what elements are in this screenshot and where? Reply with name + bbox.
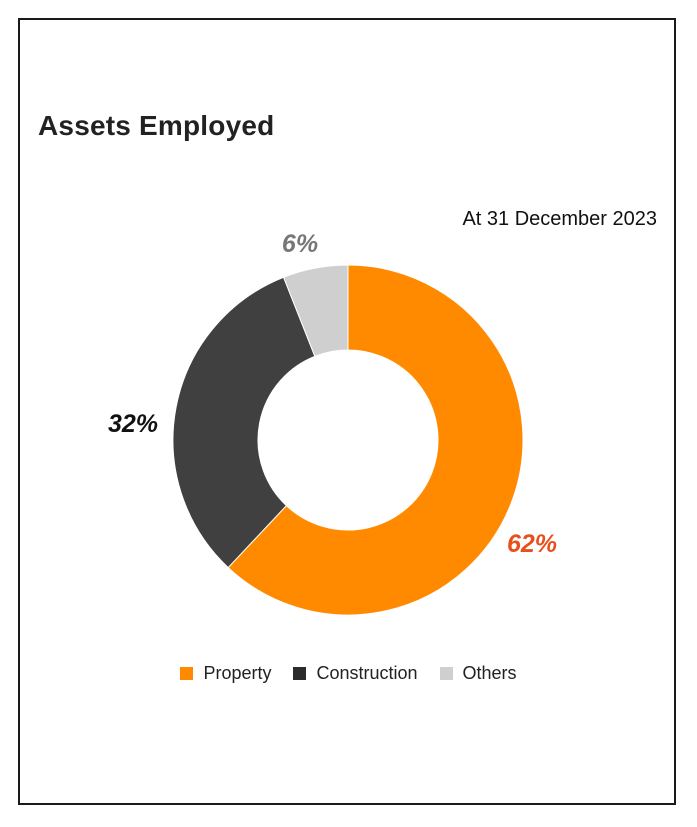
legend-swatch-others: [439, 667, 453, 680]
legend-label-others: Others: [462, 663, 517, 683]
chart-frame: [18, 18, 676, 805]
chart-title: Assets Employed: [38, 110, 275, 141]
legend-label-construction: Construction: [316, 663, 418, 683]
slice-property: [227, 264, 524, 616]
legend-swatch-property: [180, 667, 194, 680]
data-label-property: 62%: [507, 530, 557, 558]
slice-others: [282, 264, 349, 357]
data-label-others: 6%: [282, 230, 318, 258]
legend-item-construction: Construction: [293, 663, 418, 684]
legend-item-property: Property: [180, 663, 271, 684]
legend-label-property: Property: [203, 663, 272, 683]
legend: Property Construction Others: [0, 663, 697, 684]
chart-subtitle: At 31 December 2023: [462, 208, 657, 230]
data-label-construction: 32%: [108, 410, 158, 438]
slice-construction: [172, 276, 316, 569]
legend-swatch-construction: [293, 667, 307, 680]
legend-item-others: Others: [439, 663, 517, 684]
